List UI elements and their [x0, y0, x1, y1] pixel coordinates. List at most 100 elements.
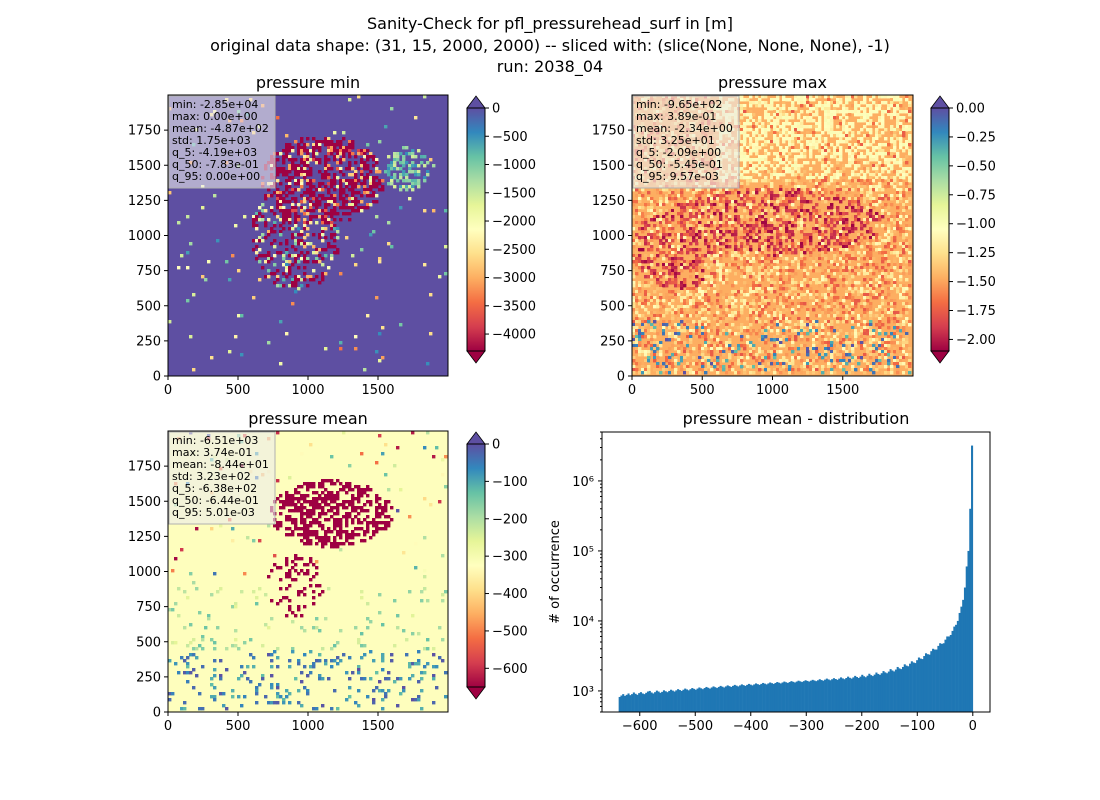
heatmap-cell: [746, 98, 750, 102]
heatmap-cell: [884, 239, 888, 243]
heatmap-cell: [291, 203, 295, 207]
heatmap-cell: [767, 308, 771, 312]
heatmap-cell: [785, 221, 789, 225]
heatmap-cell: [902, 218, 906, 222]
heatmap-cell: [809, 191, 813, 195]
heatmap-cell: [827, 311, 831, 315]
heatmap-cell: [824, 113, 828, 117]
heatmap-cell: [824, 254, 828, 258]
heatmap-cell: [689, 275, 693, 279]
heatmap-cell: [644, 275, 648, 279]
heatmap-cell: [797, 320, 801, 324]
heatmap-cell: [719, 188, 723, 192]
heatmap-cell: [848, 176, 852, 180]
heatmap-cell: [240, 314, 244, 318]
heatmap-cell: [797, 263, 801, 267]
heatmap-cell: [866, 152, 870, 156]
heatmap-cell: [695, 194, 699, 198]
heatmap-cell: [414, 173, 418, 177]
heatmap-cell: [905, 302, 909, 306]
colorbar-frame: [466, 107, 486, 352]
heatmap-cell: [725, 299, 729, 303]
heatmap-cell: [842, 104, 846, 108]
heatmap-cell: [348, 152, 352, 156]
heatmap-cell: [285, 146, 289, 150]
heatmap-cell: [282, 278, 286, 282]
heatmap-cell: [743, 164, 747, 168]
heatmap-cell: [896, 224, 900, 228]
heatmap-cell: [761, 296, 765, 300]
heatmap-cell: [638, 200, 642, 204]
heatmap-cell: [345, 146, 349, 150]
heatmap-cell: [773, 113, 777, 117]
heatmap-cell: [812, 140, 816, 144]
heatmap-cell: [758, 320, 762, 324]
heatmap-cell: [689, 263, 693, 267]
heatmap-cell: [848, 266, 852, 270]
heatmap-cell: [653, 296, 657, 300]
heatmap-cell: [686, 308, 690, 312]
heatmap-cell: [743, 104, 747, 108]
heatmap-cell: [638, 227, 642, 231]
heatmap-cell: [839, 152, 843, 156]
heatmap-cell: [752, 191, 756, 195]
heatmap-cell: [875, 134, 879, 138]
heatmap-cell: [731, 254, 735, 258]
heatmap-cell: [300, 158, 304, 162]
heatmap-cell: [815, 104, 819, 108]
heatmap-cell: [896, 212, 900, 216]
heatmap-cell: [336, 248, 340, 252]
heatmap-cell: [806, 209, 810, 213]
heatmap-cell: [770, 257, 774, 261]
heatmap-cell: [890, 308, 894, 312]
heatmap-cell: [839, 239, 843, 243]
heatmap-cell: [746, 134, 750, 138]
heatmap-cell: [752, 224, 756, 228]
heatmap-cell: [890, 164, 894, 168]
heatmap-cell: [806, 176, 810, 180]
heatmap-cell: [297, 152, 301, 156]
heatmap-cell: [812, 113, 816, 117]
heatmap-cell: [785, 272, 789, 276]
heatmap-cell: [899, 284, 903, 288]
heatmap-cell: [698, 194, 702, 198]
heatmap-cell: [818, 182, 822, 186]
heatmap-cell: [354, 176, 358, 180]
heatmap-cell: [794, 128, 798, 132]
heatmap-cell: [285, 332, 289, 336]
heatmap-cell: [905, 242, 909, 246]
heatmap-cell: [372, 158, 376, 162]
heatmap-cell: [306, 257, 310, 261]
heatmap-cell: [764, 260, 768, 264]
heatmap-cell: [824, 197, 828, 201]
heatmap-cell: [363, 191, 367, 195]
heatmap-cell: [803, 125, 807, 129]
heatmap-cell: [866, 128, 870, 132]
heatmap-cell: [429, 293, 433, 297]
heatmap-cell: [815, 155, 819, 159]
heatmap-cell: [746, 272, 750, 276]
heatmap-cell: [845, 269, 849, 273]
heatmap-cell: [872, 290, 876, 294]
heatmap-cell: [348, 179, 352, 183]
heatmap-cell: [737, 266, 741, 270]
heatmap-cell: [791, 296, 795, 300]
heatmap-cell: [863, 143, 867, 147]
heatmap-cell: [830, 179, 834, 183]
heatmap-cell: [791, 242, 795, 246]
heatmap-cell: [761, 263, 765, 267]
heatmap-cell: [848, 287, 852, 291]
heatmap-cell: [641, 194, 645, 198]
heatmap-cell: [674, 278, 678, 282]
heatmap-cell: [713, 203, 717, 207]
heatmap-cell: [698, 317, 702, 321]
heatmap-cell: [881, 272, 885, 276]
heatmap-cell: [743, 263, 747, 267]
heatmap-cell: [258, 239, 262, 243]
heatmap-cell: [366, 155, 370, 159]
heatmap-cell: [677, 251, 681, 255]
heatmap-cell: [402, 173, 406, 177]
heatmap-cell: [725, 317, 729, 321]
heatmap-cell: [797, 242, 801, 246]
heatmap-cell: [363, 152, 367, 156]
